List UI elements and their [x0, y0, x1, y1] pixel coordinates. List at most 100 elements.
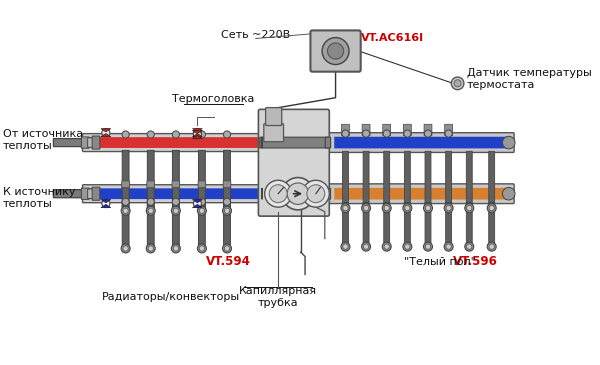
FancyBboxPatch shape — [425, 203, 431, 246]
Circle shape — [404, 205, 410, 211]
FancyBboxPatch shape — [224, 201, 230, 248]
Circle shape — [265, 180, 292, 207]
Text: К источнику
теплоты: К источнику теплоты — [2, 187, 75, 209]
Circle shape — [198, 131, 205, 138]
FancyBboxPatch shape — [172, 201, 179, 248]
FancyBboxPatch shape — [343, 203, 349, 246]
Polygon shape — [193, 200, 202, 203]
Polygon shape — [193, 130, 202, 134]
FancyBboxPatch shape — [83, 185, 263, 203]
FancyBboxPatch shape — [223, 181, 231, 188]
FancyBboxPatch shape — [489, 203, 494, 246]
Circle shape — [193, 200, 202, 208]
Circle shape — [147, 198, 154, 205]
Text: "Телый пол": "Телый пол" — [404, 257, 476, 266]
FancyBboxPatch shape — [363, 203, 369, 246]
FancyBboxPatch shape — [199, 201, 205, 248]
FancyBboxPatch shape — [404, 151, 410, 207]
FancyBboxPatch shape — [446, 151, 452, 207]
FancyBboxPatch shape — [403, 124, 411, 136]
Circle shape — [384, 244, 389, 249]
FancyBboxPatch shape — [384, 203, 389, 246]
Circle shape — [122, 198, 129, 205]
Polygon shape — [101, 204, 111, 208]
Text: Сеть ~220В: Сеть ~220В — [221, 30, 290, 41]
Circle shape — [487, 204, 496, 212]
FancyBboxPatch shape — [489, 151, 494, 207]
Circle shape — [148, 208, 154, 214]
Circle shape — [197, 206, 206, 215]
Text: Капиллярная
трубка: Капиллярная трубка — [239, 286, 317, 308]
Circle shape — [487, 242, 496, 251]
Circle shape — [425, 244, 431, 249]
FancyBboxPatch shape — [334, 137, 509, 149]
FancyBboxPatch shape — [148, 201, 154, 248]
Circle shape — [199, 208, 205, 214]
Circle shape — [224, 246, 230, 251]
Circle shape — [198, 198, 205, 205]
FancyBboxPatch shape — [92, 187, 100, 200]
FancyBboxPatch shape — [88, 189, 94, 199]
FancyBboxPatch shape — [172, 150, 179, 210]
Circle shape — [172, 206, 181, 215]
Ellipse shape — [322, 38, 349, 65]
Polygon shape — [101, 134, 111, 137]
Polygon shape — [101, 200, 111, 203]
Circle shape — [148, 246, 154, 251]
Circle shape — [502, 136, 515, 149]
Text: VT.AC616I: VT.AC616I — [361, 33, 424, 43]
Circle shape — [489, 205, 494, 211]
FancyBboxPatch shape — [384, 151, 389, 207]
FancyBboxPatch shape — [383, 124, 391, 136]
FancyBboxPatch shape — [122, 150, 129, 210]
Circle shape — [382, 204, 391, 212]
Circle shape — [451, 77, 464, 90]
FancyBboxPatch shape — [82, 137, 89, 148]
Circle shape — [467, 205, 472, 211]
Circle shape — [197, 244, 206, 253]
Circle shape — [223, 198, 230, 205]
Circle shape — [342, 130, 349, 137]
Circle shape — [425, 205, 431, 211]
Circle shape — [465, 204, 474, 212]
Circle shape — [172, 244, 181, 253]
Circle shape — [147, 131, 154, 138]
Circle shape — [384, 205, 389, 211]
Circle shape — [489, 244, 494, 249]
FancyBboxPatch shape — [329, 184, 514, 204]
FancyBboxPatch shape — [172, 181, 180, 188]
Circle shape — [224, 208, 230, 214]
Circle shape — [467, 244, 472, 249]
FancyBboxPatch shape — [446, 203, 452, 246]
Circle shape — [362, 242, 371, 251]
Circle shape — [446, 244, 451, 249]
Circle shape — [269, 185, 287, 203]
Circle shape — [444, 204, 453, 212]
Text: Радиаторы/конвекторы: Радиаторы/конвекторы — [101, 292, 239, 303]
Text: Термоголовка: Термоголовка — [172, 94, 255, 104]
Polygon shape — [193, 135, 202, 139]
Circle shape — [146, 206, 155, 215]
Circle shape — [172, 198, 179, 205]
Circle shape — [502, 188, 515, 200]
FancyBboxPatch shape — [92, 136, 100, 149]
Circle shape — [102, 200, 110, 208]
Text: VT.594: VT.594 — [206, 255, 251, 268]
FancyBboxPatch shape — [259, 110, 329, 216]
Circle shape — [383, 130, 391, 137]
Circle shape — [173, 246, 179, 251]
Circle shape — [146, 244, 155, 253]
Circle shape — [403, 204, 412, 212]
FancyBboxPatch shape — [310, 30, 361, 72]
FancyBboxPatch shape — [334, 188, 509, 200]
FancyBboxPatch shape — [466, 203, 472, 246]
FancyBboxPatch shape — [53, 139, 86, 147]
Circle shape — [302, 180, 329, 207]
FancyBboxPatch shape — [198, 181, 206, 188]
Circle shape — [121, 206, 130, 215]
FancyBboxPatch shape — [325, 137, 331, 148]
FancyBboxPatch shape — [147, 181, 155, 188]
FancyBboxPatch shape — [362, 124, 370, 136]
FancyBboxPatch shape — [404, 203, 410, 246]
Circle shape — [343, 244, 348, 249]
